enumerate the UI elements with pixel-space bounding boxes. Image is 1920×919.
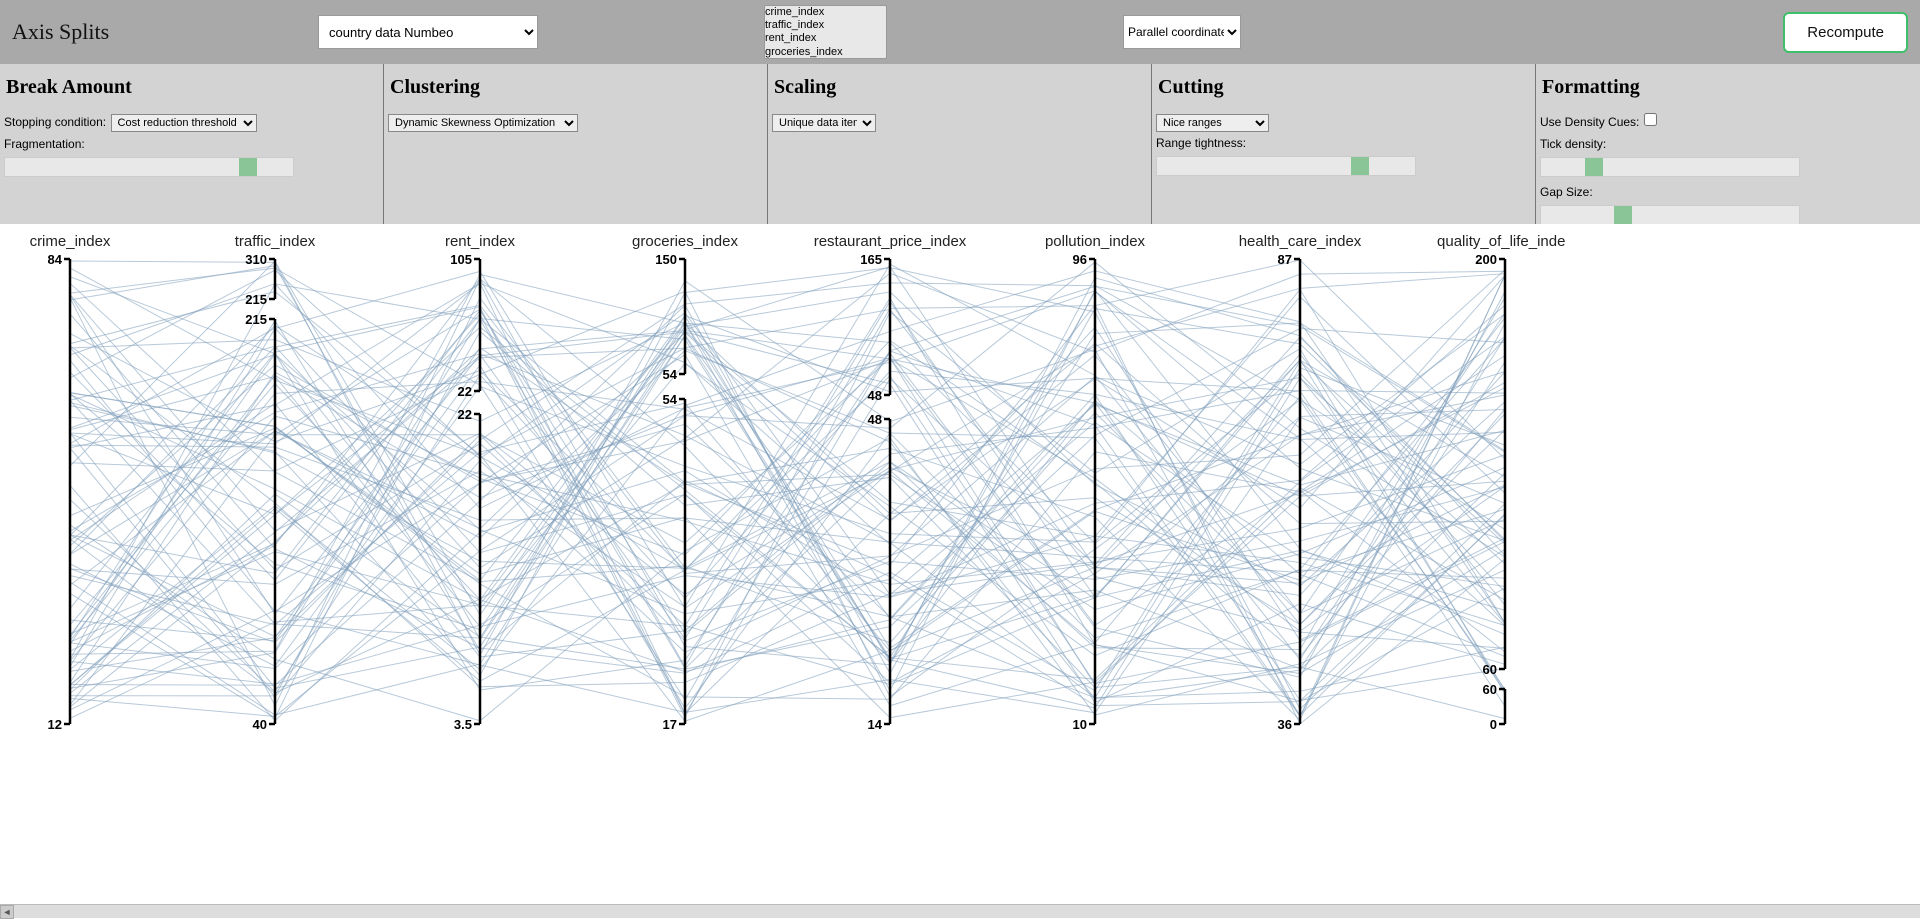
panel-scaling: Scaling Unique data items xyxy=(768,64,1152,233)
svg-text:36: 36 xyxy=(1278,717,1292,732)
svg-text:rent_index: rent_index xyxy=(445,233,516,250)
density-cues-label: Use Density Cues: xyxy=(1540,115,1639,129)
tick-density-label: Tick density: xyxy=(1540,137,1606,151)
svg-text:150: 150 xyxy=(655,252,677,267)
svg-text:22: 22 xyxy=(458,407,472,422)
svg-text:215: 215 xyxy=(245,312,267,327)
horizontal-scrollbar[interactable]: ◄ xyxy=(0,904,1920,918)
range-tightness-label: Range tightness: xyxy=(1156,136,1246,150)
panel-title: Break Amount xyxy=(4,76,375,99)
svg-text:54: 54 xyxy=(663,367,678,382)
parallel-coordinates-chart[interactable]: crime_index 84 12 traffic_index 310 215 215 40 r… xyxy=(0,224,1920,904)
svg-text:200: 200 xyxy=(1475,252,1497,267)
svg-text:215: 215 xyxy=(245,292,267,307)
svg-text:48: 48 xyxy=(868,412,882,427)
slider-thumb[interactable] xyxy=(1351,157,1369,175)
svg-text:96: 96 xyxy=(1073,252,1087,267)
svg-text:restaurant_price_index: restaurant_price_index xyxy=(814,233,967,250)
tick-density-slider[interactable] xyxy=(1540,157,1800,177)
range-tightness-slider[interactable] xyxy=(1156,156,1416,176)
svg-text:17: 17 xyxy=(663,717,677,732)
svg-text:165: 165 xyxy=(860,252,882,267)
stopping-condition-select[interactable]: Cost reduction threshold xyxy=(111,114,257,132)
gap-size-slider[interactable] xyxy=(1540,205,1800,225)
fragmentation-label: Fragmentation: xyxy=(4,137,85,151)
svg-text:0: 0 xyxy=(1490,717,1497,732)
svg-text:crime_index: crime_index xyxy=(30,233,111,250)
clustering-select[interactable]: Dynamic Skewness Optimization xyxy=(388,114,578,132)
recompute-button[interactable]: Recompute xyxy=(1783,12,1908,53)
svg-text:40: 40 xyxy=(253,717,267,732)
svg-text:14: 14 xyxy=(868,717,883,732)
control-bar: Break Amount Stopping condition: Cost re… xyxy=(0,64,1920,224)
scroll-left-arrow[interactable]: ◄ xyxy=(0,905,14,919)
cutting-select[interactable]: Nice ranges xyxy=(1156,114,1269,132)
density-cues-checkbox[interactable] xyxy=(1644,113,1657,126)
panel-title: Scaling xyxy=(772,76,1143,99)
panel-break-amount: Break Amount Stopping condition: Cost re… xyxy=(0,64,384,233)
panel-clustering: Clustering Dynamic Skewness Optimization xyxy=(384,64,768,233)
svg-text:12: 12 xyxy=(48,717,62,732)
viewmode-select[interactable]: Parallel coordinates xyxy=(1123,15,1241,49)
panel-title: Cutting xyxy=(1156,76,1527,99)
svg-text:health_care_index: health_care_index xyxy=(1239,233,1362,250)
svg-text:60: 60 xyxy=(1483,662,1497,677)
slider-thumb[interactable] xyxy=(1614,206,1632,224)
panel-cutting: Cutting Nice ranges Range tightness: xyxy=(1152,64,1536,233)
slider-thumb[interactable] xyxy=(1585,158,1603,176)
topbar: Axis Splits country data Numbeo crime_in… xyxy=(0,0,1920,64)
svg-text:87: 87 xyxy=(1278,252,1292,267)
svg-text:310: 310 xyxy=(245,252,267,267)
svg-text:60: 60 xyxy=(1483,682,1497,697)
panel-title: Clustering xyxy=(388,76,759,99)
gap-size-label: Gap Size: xyxy=(1540,185,1593,199)
svg-text:54: 54 xyxy=(663,392,678,407)
svg-text:105: 105 xyxy=(450,252,472,267)
dataset-select[interactable]: country data Numbeo xyxy=(318,15,538,49)
svg-text:quality_of_life_index: quality_of_life_index xyxy=(1437,233,1565,250)
slider-thumb[interactable] xyxy=(239,158,257,176)
svg-text:84: 84 xyxy=(48,252,63,267)
scaling-select[interactable]: Unique data items xyxy=(772,114,876,132)
page-title: Axis Splits xyxy=(12,19,302,45)
svg-text:pollution_index: pollution_index xyxy=(1045,233,1146,250)
svg-text:traffic_index: traffic_index xyxy=(235,233,316,250)
stopping-condition-label: Stopping condition: xyxy=(4,115,106,129)
fragmentation-slider[interactable] xyxy=(4,157,294,177)
svg-text:48: 48 xyxy=(868,388,882,403)
svg-text:3.5: 3.5 xyxy=(454,717,472,732)
panel-title: Formatting xyxy=(1540,76,1912,99)
svg-text:10: 10 xyxy=(1073,717,1087,732)
svg-text:groceries_index: groceries_index xyxy=(632,233,738,250)
axis-list-select[interactable]: crime_indextraffic_indexrent_indexgrocer… xyxy=(764,5,887,59)
panel-formatting: Formatting Use Density Cues: Tick densit… xyxy=(1536,64,1920,233)
svg-text:22: 22 xyxy=(458,384,472,399)
